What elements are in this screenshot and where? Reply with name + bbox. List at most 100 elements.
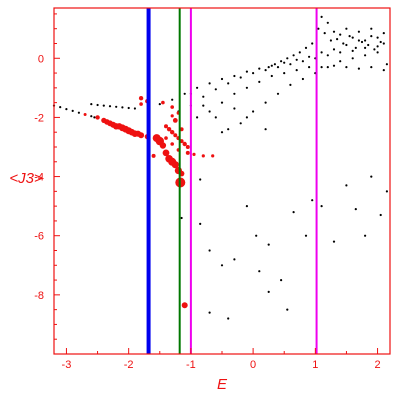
black-point	[108, 105, 112, 108]
black-point	[127, 106, 130, 110]
black-point	[264, 128, 267, 131]
black-point	[329, 39, 332, 42]
black-point	[208, 311, 211, 314]
black-point	[264, 101, 267, 104]
y-tick-label: 0	[38, 53, 44, 65]
black-point	[77, 111, 80, 114]
black-point	[332, 30, 336, 33]
black-point	[320, 66, 323, 69]
x-ticks-layer: -3 -2 -1 0 1 2	[62, 348, 381, 371]
black-point	[90, 103, 93, 106]
black-point	[65, 108, 68, 111]
black-point	[382, 69, 385, 72]
red-point	[164, 136, 168, 140]
x-tick-label: 1	[312, 359, 318, 371]
black-point	[208, 249, 211, 252]
black-point	[345, 66, 348, 69]
black-point	[357, 67, 360, 70]
black-point	[220, 131, 224, 134]
black-point	[267, 290, 270, 293]
black-point	[270, 64, 273, 67]
black-point	[270, 74, 273, 78]
red-point	[192, 152, 196, 156]
black-point	[370, 66, 373, 69]
black-point	[351, 57, 354, 60]
black-point	[245, 70, 248, 73]
black-point	[295, 69, 298, 72]
red-point	[201, 154, 205, 158]
black-point	[233, 74, 236, 78]
vertical-lines-layer	[146, 8, 318, 354]
black-point	[273, 63, 276, 66]
black-point	[351, 36, 354, 39]
red-point	[170, 142, 174, 146]
red-point	[162, 149, 170, 157]
black-point	[339, 60, 342, 63]
black-point	[364, 46, 367, 50]
black-point	[298, 51, 301, 54]
black-point	[364, 54, 367, 57]
black-point	[96, 103, 99, 107]
black-point	[289, 63, 292, 66]
black-point	[180, 216, 183, 220]
red-point	[95, 115, 100, 120]
black-point	[133, 107, 136, 110]
y-tick-label: -4	[34, 172, 44, 184]
black-point	[220, 77, 224, 81]
black-point	[308, 66, 311, 69]
black-point	[71, 109, 74, 112]
red-point	[161, 100, 165, 105]
black-point	[267, 243, 270, 246]
black-point	[354, 46, 357, 50]
red-point	[116, 123, 123, 130]
black-point	[283, 72, 286, 75]
black-point	[370, 35, 373, 38]
black-point	[295, 58, 298, 61]
black-point	[199, 222, 202, 225]
black-point	[351, 49, 354, 53]
black-point	[214, 88, 217, 91]
red-point	[173, 133, 178, 138]
black-point	[276, 92, 280, 95]
black-point	[317, 27, 320, 30]
black-point	[342, 42, 345, 45]
black-point	[357, 39, 360, 42]
black-point	[289, 83, 292, 86]
black-point	[292, 54, 295, 57]
black-point	[233, 258, 236, 261]
black-point	[227, 317, 230, 320]
black-point	[364, 234, 367, 237]
black-point	[326, 66, 329, 69]
black-point	[59, 106, 62, 109]
black-point	[320, 205, 323, 208]
black-point	[373, 48, 376, 51]
black-point	[208, 110, 211, 113]
black-point	[382, 42, 385, 45]
black-point	[332, 64, 336, 67]
black-point	[292, 211, 295, 214]
black-point	[345, 184, 348, 187]
black-point	[227, 82, 230, 85]
black-point	[376, 45, 379, 48]
x-tick-label: -3	[62, 359, 72, 371]
black-point	[283, 61, 286, 64]
red-point	[110, 121, 117, 128]
red-point	[171, 161, 179, 169]
black-point	[220, 264, 224, 267]
black-point	[360, 40, 364, 44]
black-point	[115, 105, 118, 108]
black-point	[320, 15, 323, 18]
black-point	[311, 42, 314, 45]
black-point	[348, 35, 351, 38]
red-point	[181, 302, 188, 309]
black-point	[370, 175, 373, 178]
x-tick-label: 0	[250, 359, 256, 371]
black-point	[245, 116, 248, 119]
black-point	[158, 103, 161, 106]
red-point	[170, 105, 174, 109]
black-point	[370, 27, 373, 30]
red-point	[170, 114, 174, 118]
black-point	[258, 80, 261, 83]
black-point	[252, 110, 255, 113]
black-point	[376, 36, 379, 39]
